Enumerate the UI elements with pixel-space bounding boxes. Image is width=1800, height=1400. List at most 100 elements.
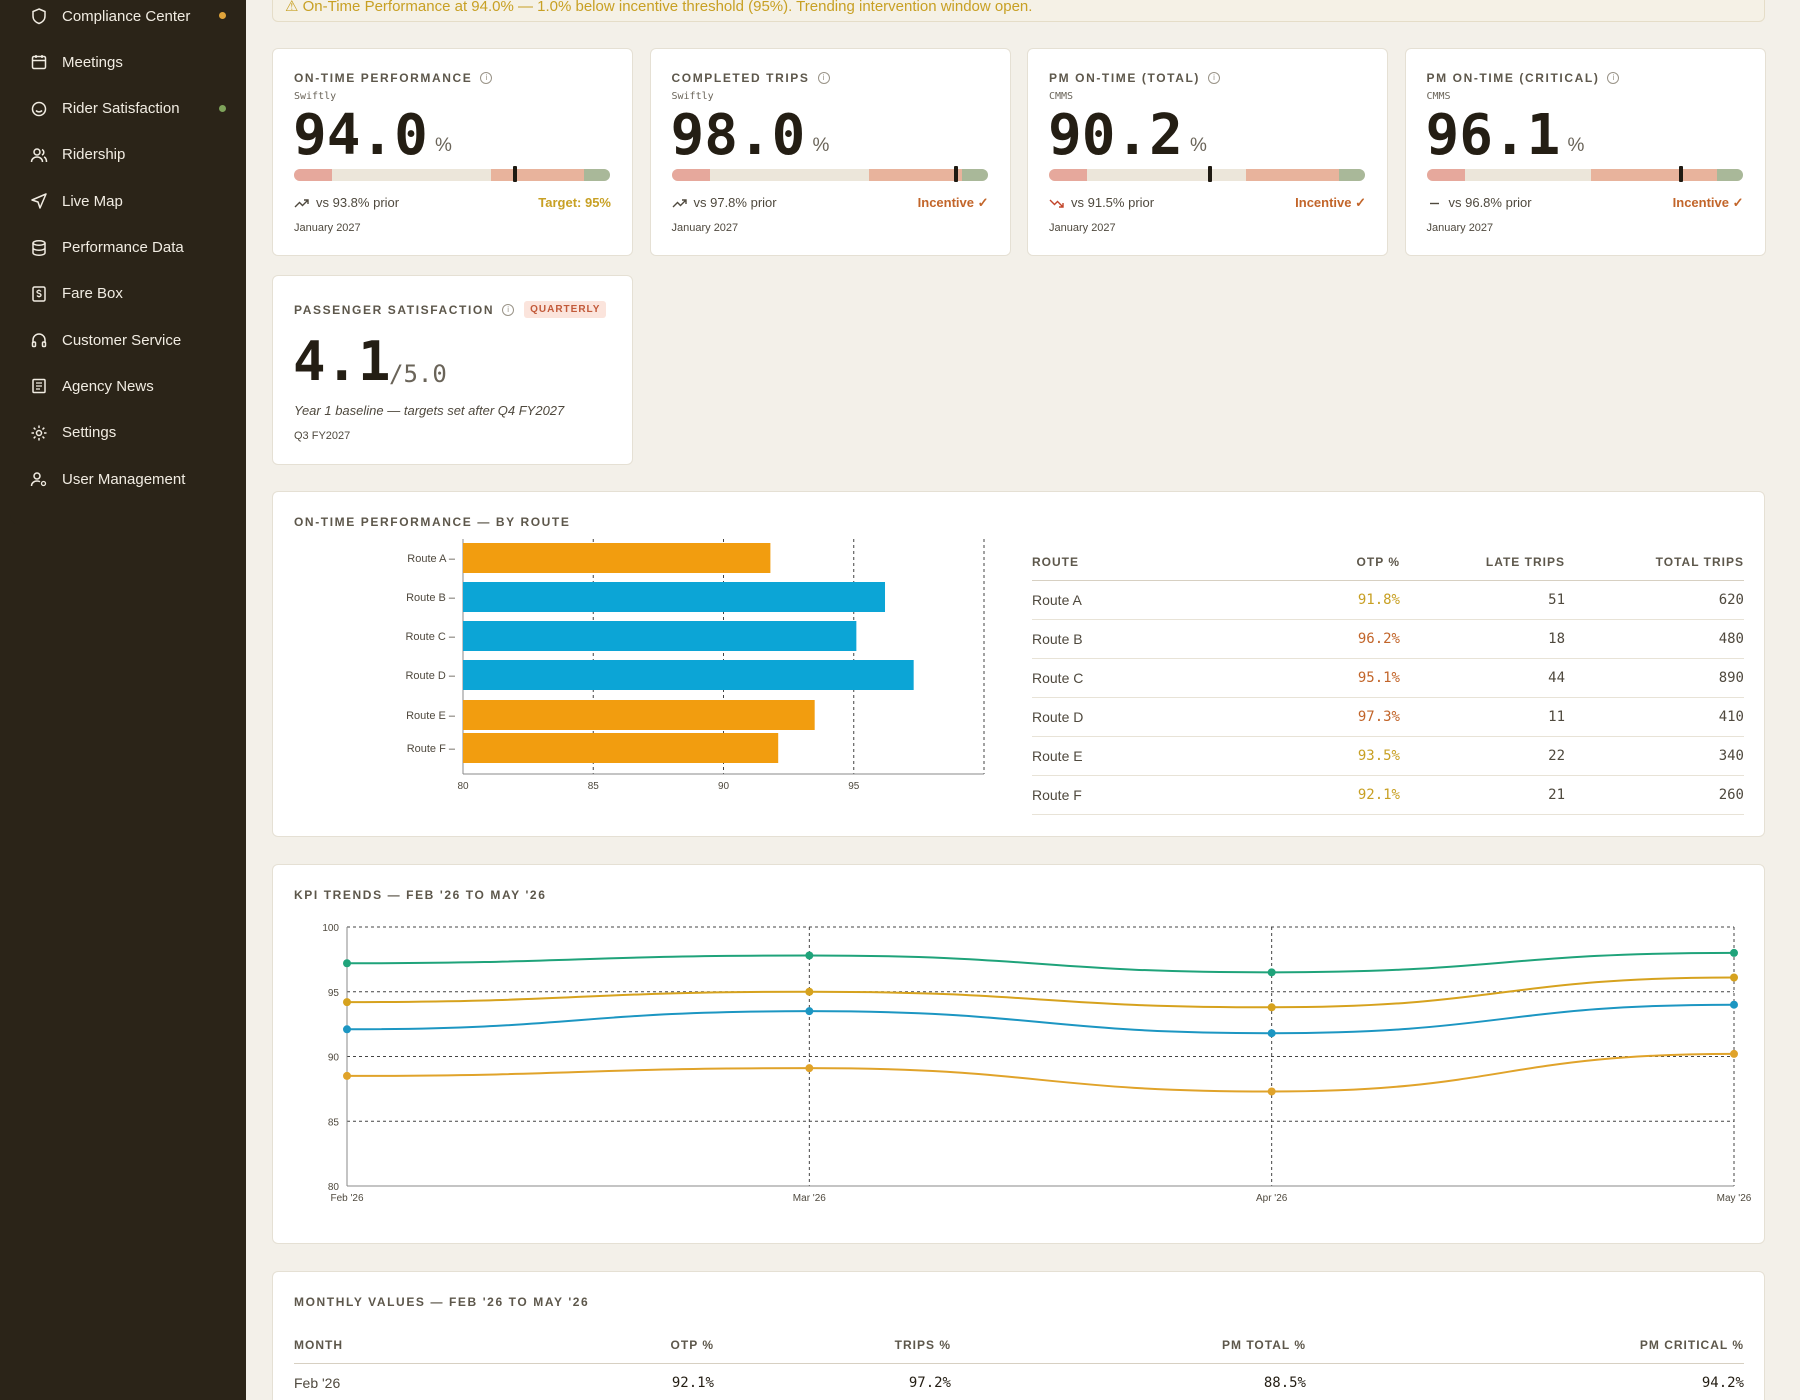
monthly-values-title: MONTHLY VALUES — FEB '26 TO MAY '26: [294, 1295, 590, 1309]
col-pm-total-pct[interactable]: PM TOTAL %: [951, 1327, 1306, 1364]
x-tick-label: Feb '26: [330, 1193, 363, 1204]
kpi-prior: vs 93.8% prior: [294, 195, 399, 210]
col-otp[interactable]: OTP %: [1222, 544, 1400, 581]
col-month[interactable]: MONTH: [294, 1327, 594, 1364]
sidebar: [0, 0, 246, 1400]
data-point[interactable]: [1267, 1087, 1276, 1096]
route-otp: 96.2%: [1222, 619, 1400, 659]
bar[interactable]: [463, 621, 857, 651]
data-point[interactable]: [1267, 1029, 1276, 1038]
kpi-prior: vs 96.8% prior: [1427, 195, 1532, 210]
route-otp: 97.3%: [1222, 697, 1400, 737]
col-otp-pct[interactable]: OTP %: [594, 1327, 714, 1364]
sidebar-item-settings[interactable]: Settings: [30, 418, 230, 448]
info-icon[interactable]: i: [1208, 72, 1221, 84]
sidebar-item-live-map[interactable]: Live Map: [30, 186, 230, 216]
data-point[interactable]: [1730, 948, 1738, 957]
bar-zone-target: [1716, 169, 1743, 181]
kpi-prior: vs 97.8% prior: [672, 195, 777, 210]
table-row[interactable]: Route D 97.3% 11 410: [1032, 697, 1744, 737]
data-point[interactable]: [1267, 968, 1276, 977]
bar[interactable]: [463, 582, 886, 612]
sidebar-item-compliance-center[interactable]: Compliance Center: [30, 1, 230, 31]
data-point[interactable]: [1267, 1003, 1276, 1012]
data-point[interactable]: [343, 959, 351, 968]
info-icon[interactable]: i: [1607, 72, 1620, 84]
table-row[interactable]: Route F 92.1% 21 260: [1032, 775, 1744, 815]
data-point[interactable]: [1730, 973, 1738, 982]
kpi-title: ON-TIME PERFORMANCE: [294, 71, 473, 85]
sidebar-item-performance-data[interactable]: Performance Data: [30, 233, 230, 263]
bar[interactable]: [463, 733, 779, 763]
data-point[interactable]: [343, 1071, 351, 1080]
kpi-source: CMMS: [1426, 91, 1451, 102]
sidebar-item-ridership[interactable]: Ridership: [30, 140, 230, 170]
x-tick-label: 90: [718, 781, 730, 792]
users-icon: [30, 146, 48, 164]
data-point[interactable]: [343, 998, 351, 1007]
table-row[interactable]: Route B 96.2% 18 480: [1032, 619, 1744, 659]
data-point[interactable]: [343, 1025, 351, 1034]
pm-critical-cell: 94.2%: [1306, 1363, 1744, 1400]
sidebar-item-meetings[interactable]: Meetings: [30, 47, 230, 77]
satisfaction-note: Year 1 baseline — targets set after Q4 F…: [294, 403, 565, 418]
bar-zone-mid: [868, 169, 962, 181]
kpi-card: COMPLETED TRIPS i Swiftly 98.0% vs 97.8% pri…: [649, 48, 1011, 256]
trend-down-icon: [1049, 197, 1065, 209]
sidebar-item-label: Rider Satisfaction: [62, 100, 180, 118]
kpi-source: Swiftly: [671, 91, 714, 102]
bar[interactable]: [463, 700, 815, 730]
satisfaction-value: 4.1: [293, 330, 391, 393]
bar[interactable]: [463, 660, 914, 690]
sidebar-item-label: Ridership: [62, 146, 126, 164]
trend-up-icon: [672, 197, 688, 209]
kpi-unit: %: [1190, 135, 1207, 156]
info-icon[interactable]: i: [502, 303, 515, 316]
data-point[interactable]: [805, 987, 814, 996]
info-icon[interactable]: i: [817, 72, 830, 84]
route-late-trips: 51: [1400, 580, 1565, 620]
route-late-trips: 44: [1400, 658, 1565, 698]
sidebar-item-agency-news[interactable]: Agency News: [30, 371, 230, 401]
route-otp: 91.8%: [1222, 580, 1400, 620]
sidebar-item-rider-satisfaction[interactable]: Rider Satisfaction: [30, 94, 230, 124]
info-icon[interactable]: i: [480, 72, 493, 84]
table-row[interactable]: Route C 95.1% 44 890: [1032, 658, 1744, 698]
kpi-period: January 2027: [1049, 222, 1116, 234]
table-row[interactable]: Feb '26 92.1% 97.2% 88.5% 94.2%: [294, 1363, 1744, 1400]
sidebar-item-label: Performance Data: [62, 239, 184, 256]
col-late-trips[interactable]: LATE TRIPS: [1400, 544, 1565, 581]
route-name: Route E: [1032, 736, 1222, 776]
kpi-title: PM ON-TIME (CRITICAL): [1426, 71, 1600, 85]
data-point[interactable]: [805, 1007, 814, 1016]
data-point[interactable]: [1730, 1000, 1738, 1009]
sidebar-item-user-management[interactable]: User Management: [30, 464, 230, 494]
route-total-trips: 890: [1565, 658, 1744, 698]
col-route[interactable]: ROUTE: [1032, 544, 1222, 581]
kpi-trends-title: KPI TRENDS — FEB '26 TO MAY '26: [294, 888, 547, 902]
data-point[interactable]: [805, 951, 814, 960]
x-tick-label: 85: [588, 781, 600, 792]
route-late-trips: 11: [1400, 697, 1565, 737]
otp-by-route-title: ON-TIME PERFORMANCE — BY ROUTE: [294, 515, 571, 529]
col-pm-critical-pct[interactable]: PM CRITICAL %: [1306, 1327, 1744, 1364]
headphones-icon: [30, 331, 48, 349]
data-point[interactable]: [805, 1064, 814, 1073]
sidebar-item-label: Settings: [62, 424, 117, 442]
table-row[interactable]: Route A 91.8% 51 620: [1032, 580, 1744, 620]
bar-zone-target: [961, 169, 988, 181]
sidebar-item-customer-service[interactable]: Customer Service: [30, 325, 230, 355]
sidebar-item-label: Compliance Center: [62, 7, 191, 25]
sidebar-item-label: User Management: [62, 470, 186, 488]
y-tick-label: Route B –: [406, 592, 456, 604]
bar[interactable]: [463, 543, 771, 573]
kpi-period: January 2027: [294, 222, 361, 234]
kpi-card: ON-TIME PERFORMANCE i Swiftly 94.0% vs 93.8%…: [272, 48, 633, 256]
col-total-trips[interactable]: TOTAL TRIPS: [1565, 544, 1744, 581]
table-row[interactable]: Route E 93.5% 22 340: [1032, 736, 1744, 776]
sidebar-item-fare-box[interactable]: Fare Box: [30, 279, 230, 309]
col-trips-pct[interactable]: TRIPS %: [714, 1327, 951, 1364]
data-point[interactable]: [1730, 1049, 1738, 1058]
newspaper-icon: [30, 377, 48, 395]
otp-by-route-card: ON-TIME PERFORMANCE — BY ROUTE Route A –…: [272, 491, 1765, 837]
